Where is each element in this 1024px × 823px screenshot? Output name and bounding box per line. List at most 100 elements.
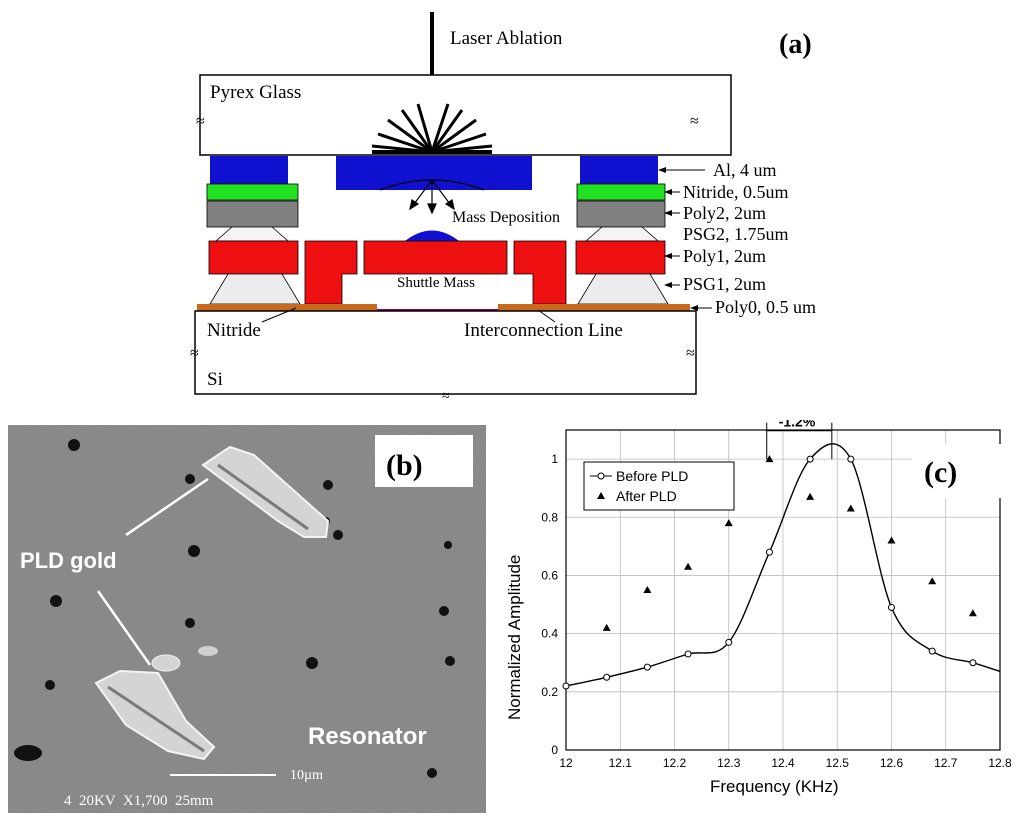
x-tick-label: 12.2 xyxy=(663,756,687,770)
psg2-left xyxy=(214,226,290,242)
before-pld-point xyxy=(928,647,936,655)
legend-after: After PLD xyxy=(616,488,677,504)
pld-gold-deposit-upper xyxy=(201,445,330,538)
after-pld-point xyxy=(602,623,611,631)
x-tick-label: 12 xyxy=(559,756,573,770)
label-psg2: PSG2, 1.75um xyxy=(683,224,789,244)
before-pld-point xyxy=(765,548,773,556)
glass-break-left: ≈ xyxy=(196,113,205,130)
frequency-response-chart: 12 12.1 12.2 12.3 12.4 12.5 12.6 12.7 12.8 0 0.2 0.… xyxy=(505,414,1012,796)
pointer-lower xyxy=(96,590,152,666)
label-poly0: Poly0, 0.5 um xyxy=(715,297,816,317)
x-tick-label: 12.6 xyxy=(880,756,904,770)
sem-micrograph: (b) PLD gold Resonator 10µm 4 20KV X1,70… xyxy=(8,425,486,813)
laser-label: Laser Ablation xyxy=(450,28,563,49)
panel-c-tag-box xyxy=(912,444,1002,498)
after-pld-point xyxy=(846,504,855,512)
x-tick-label: 12.5 xyxy=(826,756,850,770)
legend-circle-marker xyxy=(597,472,605,480)
etch-holes xyxy=(14,439,455,778)
before-pld-point xyxy=(806,455,814,463)
poly1-anchor-right xyxy=(513,240,567,305)
after-pld-point xyxy=(928,577,937,585)
pyrex-glass xyxy=(199,74,732,156)
shift-annotation: -1.2% xyxy=(766,414,833,460)
al-target xyxy=(336,156,532,190)
after-pld-point xyxy=(968,609,977,617)
x-tick-label: 12.8 xyxy=(988,756,1012,770)
nitride-left xyxy=(206,183,299,201)
y-tick-label: 0.6 xyxy=(541,568,558,582)
glass-break-right: ≈ xyxy=(690,113,699,130)
nitride-pointer xyxy=(261,307,297,323)
poly1-left xyxy=(208,240,299,275)
before-pld-point xyxy=(562,682,570,690)
after-pld-point xyxy=(806,492,815,500)
legend-triangle-marker xyxy=(597,492,605,499)
panel-a-tag: (a) xyxy=(779,29,812,60)
shuttle-mass-label: Shuttle Mass xyxy=(397,275,475,291)
after-pld-point xyxy=(765,455,774,463)
label-poly2: Poly2, 2um xyxy=(683,203,766,223)
mass-deposition-label: Mass Deposition xyxy=(452,209,560,226)
resonator-label: Resonator xyxy=(308,723,427,750)
sem-info: 4 20KV X1,700 25mm xyxy=(64,793,214,809)
shift-label: -1.2% xyxy=(779,420,816,430)
poly0-right xyxy=(498,304,690,311)
x-tick-label: 12.4 xyxy=(771,756,795,770)
plot-frame xyxy=(565,429,1001,751)
psg1-right xyxy=(577,273,669,305)
deposited-mass xyxy=(405,230,459,241)
y-tick-label: 1 xyxy=(551,452,558,466)
poly2-left xyxy=(206,200,299,228)
label-al: Al, 4 um xyxy=(713,160,777,180)
label-nitride: Nitride, 0.5um xyxy=(683,182,789,202)
panel-c-tag: (c) xyxy=(924,456,957,489)
ablation-burst xyxy=(371,103,493,154)
si-break-bottom: ≈ xyxy=(442,389,450,404)
before-pld-point xyxy=(684,650,692,658)
label-poly1: Poly1, 2um xyxy=(683,246,766,266)
data-markers xyxy=(562,455,977,690)
shuttle-mass xyxy=(363,240,508,275)
deposition-arrows xyxy=(409,179,455,215)
poly1-anchor-left xyxy=(304,240,358,305)
layer-labels: Al, 4 um Nitride, 0.5um Poly2, 2um PSG2,… xyxy=(658,160,816,317)
before-pld-point xyxy=(643,663,651,671)
panel-b-tag-box xyxy=(375,435,473,487)
axis-ticks: 12 12.1 12.2 12.3 12.4 12.5 12.6 12.7 12.8 0 0.2 0.… xyxy=(541,452,1012,770)
psg1-left xyxy=(209,273,301,305)
before-pld-point xyxy=(888,603,895,611)
poly2-right xyxy=(576,200,666,228)
after-pld-point xyxy=(724,519,733,527)
x-tick-label: 12.7 xyxy=(934,756,958,770)
y-tick-label: 0 xyxy=(551,743,558,757)
label-psg1: PSG1, 2um xyxy=(683,274,766,294)
x-tick-label: 12.1 xyxy=(609,756,633,770)
al-pad-right xyxy=(580,156,658,184)
cross-section-diagram: Laser Ablation (a) Pyrex Glass ≈ ≈ Mass … xyxy=(190,12,816,404)
before-pld-point xyxy=(725,638,733,646)
si-break-left: ≈ xyxy=(190,345,199,362)
x-axis-label: Frequency (KHz) xyxy=(710,777,838,796)
poly1-right xyxy=(575,240,666,275)
al-pad-left xyxy=(210,156,288,184)
legend: Before PLD After PLD xyxy=(583,461,735,511)
before-pld-point xyxy=(847,455,855,463)
legend-before: Before PLD xyxy=(616,468,688,484)
y-axis-label: Normalized Amplitude xyxy=(505,555,524,720)
x-tick-label: 12.3 xyxy=(717,756,741,770)
before-pld-point xyxy=(969,659,977,667)
poly0-left xyxy=(197,304,377,311)
y-tick-label: 0.4 xyxy=(541,627,558,641)
interconnect-pointer xyxy=(537,309,556,323)
y-tick-label: 0.2 xyxy=(541,685,558,699)
panel-c-chart: 12 12.1 12.2 12.3 12.4 12.5 12.6 12.7 12.8 0 0.2 0.… xyxy=(500,414,1020,818)
si-break-right: ≈ xyxy=(686,345,695,362)
pointer-upper xyxy=(125,477,209,537)
glass-label: Pyrex Glass xyxy=(210,82,301,103)
nitride-right xyxy=(576,183,666,201)
after-pld-point xyxy=(684,562,693,570)
pld-gold-deposit-lower xyxy=(94,646,218,761)
panel-b-tag: (b) xyxy=(386,449,423,482)
